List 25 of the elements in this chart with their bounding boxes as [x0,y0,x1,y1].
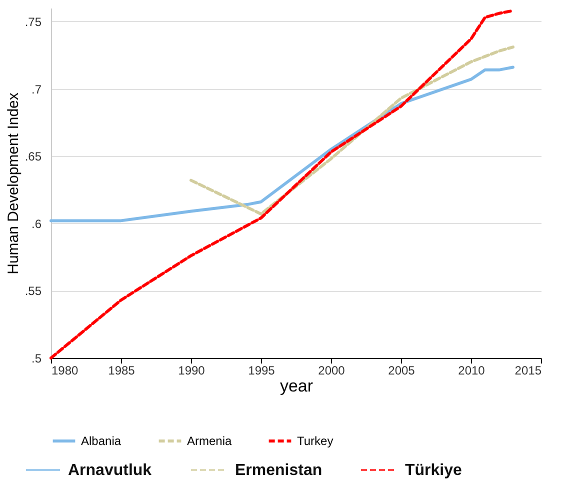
y-tick-label: .75 [24,14,42,29]
x-tick-label: 2015 [514,364,542,378]
legend-label: Armenia [187,434,232,448]
y-tick-label: .55 [24,284,42,298]
line-series [50,66,514,222]
y-tick-label: .5 [31,352,42,366]
x-tick-label: 1990 [178,364,206,378]
y-tick-label: .65 [24,150,42,164]
text: Ermenistan [235,462,322,479]
x-tick-label: 2000 [318,364,346,378]
y-tick-label: .7 [31,82,42,96]
line-series [190,46,514,216]
text: Türkiye [405,462,462,479]
x-tick-label: 1985 [108,364,136,378]
x-tick-label: 1995 [248,364,276,378]
x-tick-label: 2005 [388,364,416,378]
x-axis-title: year [280,376,314,396]
text: Arnavutluk [68,462,152,479]
x-tick-label: 1980 [52,364,79,378]
line-series [50,9,514,360]
x-tick-label: 2010 [458,364,486,378]
legend-label: Albania [81,434,122,448]
y-tick-label: .6 [31,216,42,231]
y-axis-title: Human Development Index [4,92,22,274]
legend-label: Turkey [297,434,334,448]
